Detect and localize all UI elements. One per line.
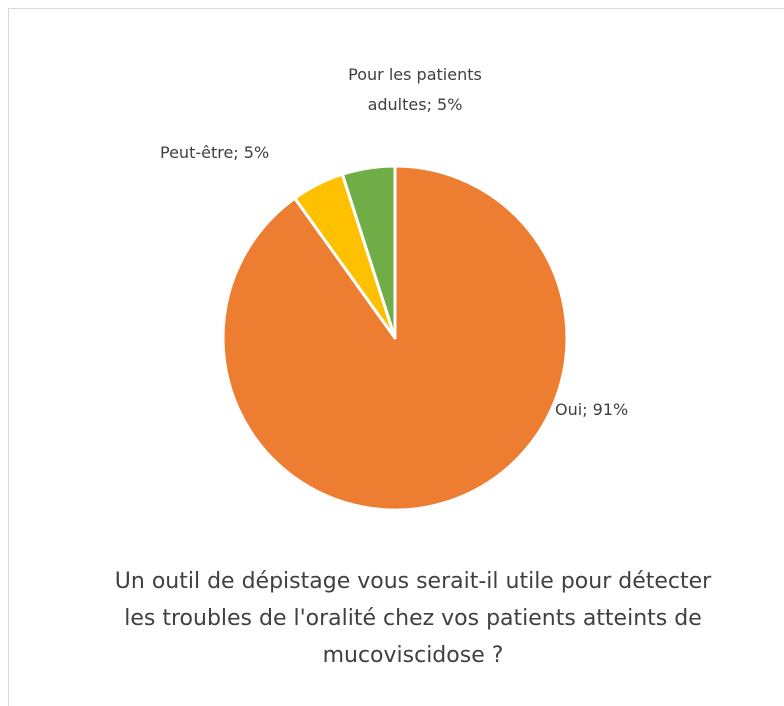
data-label: Peut-être; 5% — [160, 143, 269, 162]
category-name: adultes — [368, 95, 427, 114]
data-label: Pour les patients adultes; 5% — [348, 65, 482, 114]
pie-slice — [340, 164, 397, 340]
value-label: 5% — [437, 95, 462, 114]
chart-title: Un outil de dépistage vous serait-il uti… — [115, 569, 712, 668]
label-separator: ; — [427, 95, 437, 114]
value-label: 5% — [244, 143, 269, 162]
title-line: Un outil de dépistage vous serait-il uti… — [115, 569, 712, 594]
category-name: Oui — [555, 400, 582, 419]
category-name: Pour les patients — [348, 65, 482, 84]
label-separator: ; — [582, 400, 592, 419]
value-label: 91% — [593, 400, 629, 419]
label-separator: ; — [233, 143, 243, 162]
title-line: mucoviscidose ? — [323, 643, 504, 668]
data-label: Oui; 91% — [555, 400, 628, 419]
title-line: les troubles de l'oralité chez vos patie… — [124, 606, 701, 631]
category-name: Peut-être — [160, 143, 233, 162]
